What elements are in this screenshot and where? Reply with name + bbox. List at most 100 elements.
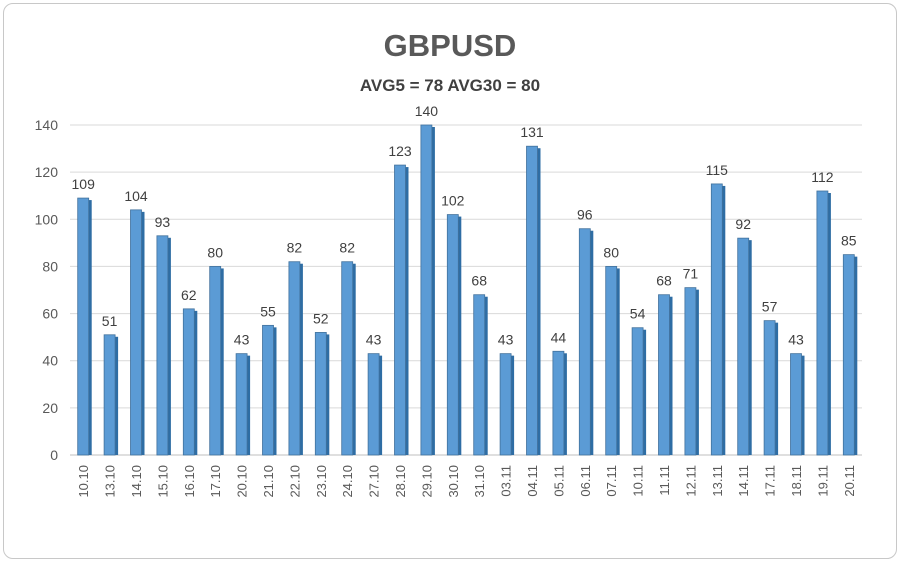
bar: [842, 254, 855, 456]
x-tick-label: 28.10: [393, 465, 408, 498]
data-label: 55: [260, 303, 276, 319]
bar: [420, 124, 433, 456]
x-tick-label: 04.11: [525, 465, 540, 497]
data-label: 44: [551, 329, 567, 345]
x-tick-label: 17.10: [208, 465, 223, 498]
data-label: 71: [683, 266, 699, 282]
x-tick-label: 11.11: [657, 465, 672, 496]
bar: [578, 228, 591, 456]
x-tick-label: 05.11: [551, 465, 566, 497]
chart-title: GBPUSD: [383, 28, 517, 63]
data-label: 43: [788, 332, 804, 348]
y-tick-label: 80: [42, 258, 58, 274]
data-label: 123: [388, 143, 412, 159]
x-tick-label: 30.10: [446, 465, 461, 498]
bar: [130, 209, 142, 456]
x-tick-label: 29.10: [419, 465, 434, 498]
data-label: 96: [577, 207, 593, 223]
x-tick-label: 31.10: [472, 465, 487, 498]
bar: [473, 294, 486, 456]
data-label: 68: [656, 273, 672, 289]
y-tick-label: 40: [42, 353, 58, 369]
bar: [446, 214, 459, 456]
bar: [658, 294, 670, 456]
x-tick-label: 18.11: [789, 465, 804, 497]
bar: [737, 237, 750, 456]
data-label: 85: [841, 233, 857, 249]
data-label: 51: [102, 313, 118, 329]
x-tick-label: 10.10: [76, 465, 91, 498]
data-label: 80: [603, 244, 619, 260]
bar: [394, 164, 406, 456]
y-tick-label: 100: [35, 211, 59, 227]
x-tick-label: 23.10: [314, 465, 329, 498]
data-label: 80: [207, 244, 223, 260]
data-label: 102: [441, 193, 465, 209]
y-tick-label: 60: [42, 306, 58, 322]
x-tick-label: 22.10: [287, 465, 302, 498]
x-tick-label: 14.10: [129, 465, 144, 498]
data-label: 109: [72, 176, 96, 192]
bar: [763, 320, 776, 456]
data-label: 82: [287, 240, 303, 256]
data-label: 92: [735, 216, 751, 232]
bar: [235, 353, 248, 456]
data-label: 43: [366, 332, 382, 348]
bar: [790, 353, 802, 456]
data-label: 43: [234, 332, 250, 348]
bar: [631, 327, 644, 456]
bar: [262, 324, 274, 456]
y-tick-label: 20: [42, 400, 58, 416]
bar: [499, 353, 512, 456]
bar: [103, 334, 116, 456]
x-tick-label: 10.11: [631, 465, 646, 497]
data-label: 93: [155, 214, 171, 230]
data-label: 131: [520, 124, 544, 140]
bar: [816, 190, 829, 456]
data-label: 62: [181, 287, 197, 303]
x-tick-label: 14.11: [736, 465, 751, 497]
data-label: 68: [471, 273, 487, 289]
y-tick-label: 140: [35, 117, 59, 133]
x-tick-label: 27.10: [367, 465, 382, 498]
data-label: 52: [313, 310, 329, 326]
data-label: 140: [415, 103, 439, 119]
bar: [367, 353, 380, 456]
x-tick-label: 13.11: [710, 465, 725, 497]
bar: [526, 145, 538, 456]
bar: [209, 266, 222, 456]
bar: [710, 183, 723, 456]
data-label: 43: [498, 332, 514, 348]
data-label: 82: [339, 240, 355, 256]
x-tick-label: 12.11: [683, 465, 698, 497]
bar: [314, 332, 327, 456]
bar: [341, 261, 354, 456]
y-tick-label: 120: [35, 164, 59, 180]
y-tick-label: 0: [50, 447, 58, 463]
x-tick-label: 16.10: [182, 465, 197, 498]
x-tick-label: 17.11: [763, 465, 778, 497]
data-label: 104: [124, 188, 148, 204]
data-label: 57: [762, 299, 778, 315]
x-tick-label: 24.10: [340, 465, 355, 498]
bar: [684, 287, 697, 456]
x-tick-label: 06.11: [578, 465, 593, 497]
bar: [605, 266, 618, 456]
x-tick-label: 20.10: [235, 465, 250, 498]
data-label: 115: [706, 162, 729, 178]
x-tick-label: 20.11: [842, 465, 857, 497]
x-tick-label: 19.11: [815, 465, 830, 497]
x-tick-label: 07.11: [604, 465, 619, 497]
data-label: 112: [811, 169, 834, 185]
bar: [288, 261, 301, 456]
x-tick-label: 21.10: [261, 465, 276, 498]
data-label: 54: [630, 306, 646, 322]
x-tick-label: 03.11: [499, 465, 514, 497]
x-tick-label: 13.10: [103, 465, 118, 498]
bar: [156, 235, 169, 456]
x-tick-label: 15.10: [155, 465, 170, 498]
bar: [552, 350, 565, 456]
bar: [182, 308, 195, 456]
chart-subtitle: AVG5 = 78 AVG30 = 80: [359, 76, 541, 95]
